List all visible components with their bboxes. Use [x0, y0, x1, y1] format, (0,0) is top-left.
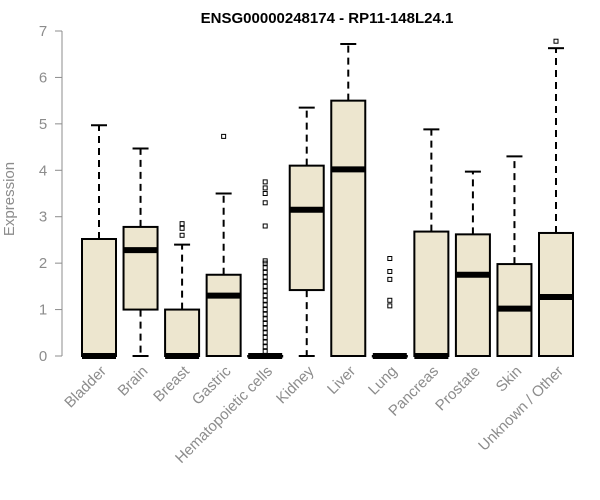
y-tick-label: 6	[39, 69, 47, 86]
x-category-label: Brain	[115, 363, 152, 400]
outlier-point	[262, 330, 268, 336]
box-body	[164, 308, 201, 358]
box-gastric	[205, 133, 242, 357]
outlier-point	[262, 321, 268, 326]
box-lung	[371, 256, 408, 359]
x-category-label: Kidney	[273, 362, 318, 407]
x-category-label: Breast	[150, 362, 193, 405]
y-tick-label: 5	[39, 116, 47, 133]
x-category-label: Skin	[493, 363, 526, 396]
boxes-group	[81, 38, 574, 359]
outlier-point	[262, 339, 268, 345]
outlier-point	[387, 269, 393, 274]
outlier-point	[262, 185, 268, 191]
box-breast	[164, 221, 201, 359]
outlier-point	[262, 288, 268, 294]
box-prostate	[454, 170, 491, 358]
outlier-point	[221, 133, 227, 139]
y-tick-label: 1	[39, 302, 47, 319]
outlier-point	[262, 274, 268, 280]
outlier-point	[262, 279, 268, 285]
outlier-point	[387, 256, 393, 261]
outlier-point	[179, 232, 185, 238]
y-tick-label: 7	[39, 23, 47, 40]
box-body	[454, 233, 491, 358]
box-hematopoietic-cells	[247, 179, 284, 359]
box-pancreas	[413, 128, 450, 359]
x-category-label: Prostate	[432, 363, 484, 415]
outlier-point	[387, 297, 393, 303]
x-category-label: Liver	[324, 363, 359, 398]
box-body	[413, 230, 450, 357]
box-body	[288, 164, 325, 292]
outlier-point	[262, 316, 268, 322]
outlier-point	[262, 191, 268, 196]
outlier-point	[262, 297, 268, 303]
outlier-point	[179, 225, 185, 231]
outlier-point	[262, 307, 268, 313]
box-body	[122, 225, 159, 311]
outlier-point	[262, 293, 268, 299]
box-body	[330, 99, 367, 358]
outlier-point	[262, 348, 268, 354]
outlier-point	[553, 38, 559, 44]
outlier-point	[262, 325, 268, 331]
outlier-point	[262, 283, 268, 289]
chart-title: ENSG00000248174 - RP11-148L24.1	[201, 10, 454, 27]
box-body	[205, 273, 242, 357]
y-tick-label: 3	[39, 209, 47, 226]
x-category-label: Lung	[365, 363, 401, 399]
outlier-point	[262, 334, 268, 340]
box-body	[81, 238, 117, 357]
y-tick-label: 2	[39, 255, 47, 272]
y-tick-label: 4	[39, 162, 47, 179]
outlier-point	[262, 223, 268, 229]
box-unknown-other	[538, 38, 574, 357]
outlier-point	[262, 200, 268, 206]
outlier-point	[262, 302, 268, 308]
box-skin	[496, 155, 533, 358]
box-kidney	[288, 106, 325, 357]
box-bladder	[81, 124, 117, 359]
y-axis: 0 1 2 3 4 5 6 7	[39, 23, 63, 365]
outlier-point	[179, 221, 185, 227]
y-tick-label: 0	[39, 348, 47, 365]
outlier-point	[262, 344, 268, 350]
box-brain	[122, 147, 159, 357]
outlier-point	[262, 258, 268, 264]
outlier-point	[262, 269, 268, 275]
outlier-point	[262, 265, 268, 271]
outlier-point	[387, 303, 393, 309]
y-axis-label: Expression	[1, 162, 18, 236]
outlier-point	[262, 311, 268, 317]
outlier-point	[262, 179, 268, 185]
outlier-point	[387, 276, 393, 282]
x-category-label: Bladder	[61, 363, 110, 412]
box-liver	[330, 43, 367, 358]
